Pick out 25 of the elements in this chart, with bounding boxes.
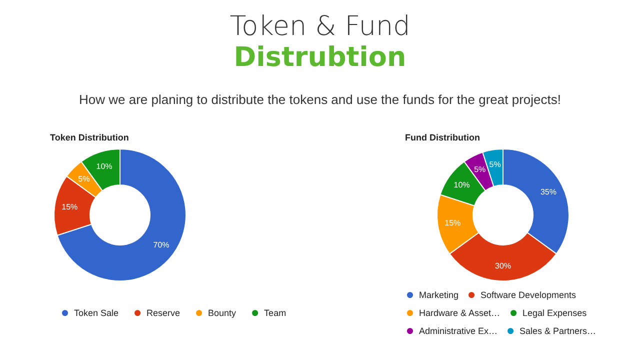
data-label: 5%	[489, 160, 501, 170]
legend-label: Reserve	[146, 308, 180, 318]
legend-label: Legal Expenses	[522, 308, 588, 318]
data-label: 5%	[78, 174, 90, 184]
text: Token & Fund	[228, 11, 412, 42]
legend-label: Hardware & Asset…	[419, 308, 500, 318]
data-label: 15%	[62, 202, 78, 212]
legend-label: Software Developments	[480, 290, 577, 300]
data-label: 10%	[454, 180, 470, 190]
data-label: 35%	[540, 187, 556, 196]
data-label: 30%	[494, 262, 512, 270]
chart-title: Fund Distribution	[405, 132, 480, 142]
legend-label: Sales & Partners…	[520, 326, 596, 336]
chart-title: Token Distribution	[50, 132, 129, 142]
text: Distrubtion	[232, 42, 408, 74]
legend-label: Token Sale	[74, 308, 119, 318]
legend-label: Marketing	[419, 290, 459, 300]
data-label: 10%	[96, 162, 112, 171]
legend-label: Bounty	[208, 308, 237, 318]
text: How we are planing to distribute the tokens and use the funds for the great projects!	[78, 92, 562, 107]
data-label: 70%	[153, 240, 170, 250]
legend-label: Team	[264, 308, 286, 318]
data-label: 15%	[444, 218, 461, 228]
data-label: 5%	[474, 165, 486, 174]
legend-label: Administrative Ex…	[419, 326, 498, 336]
